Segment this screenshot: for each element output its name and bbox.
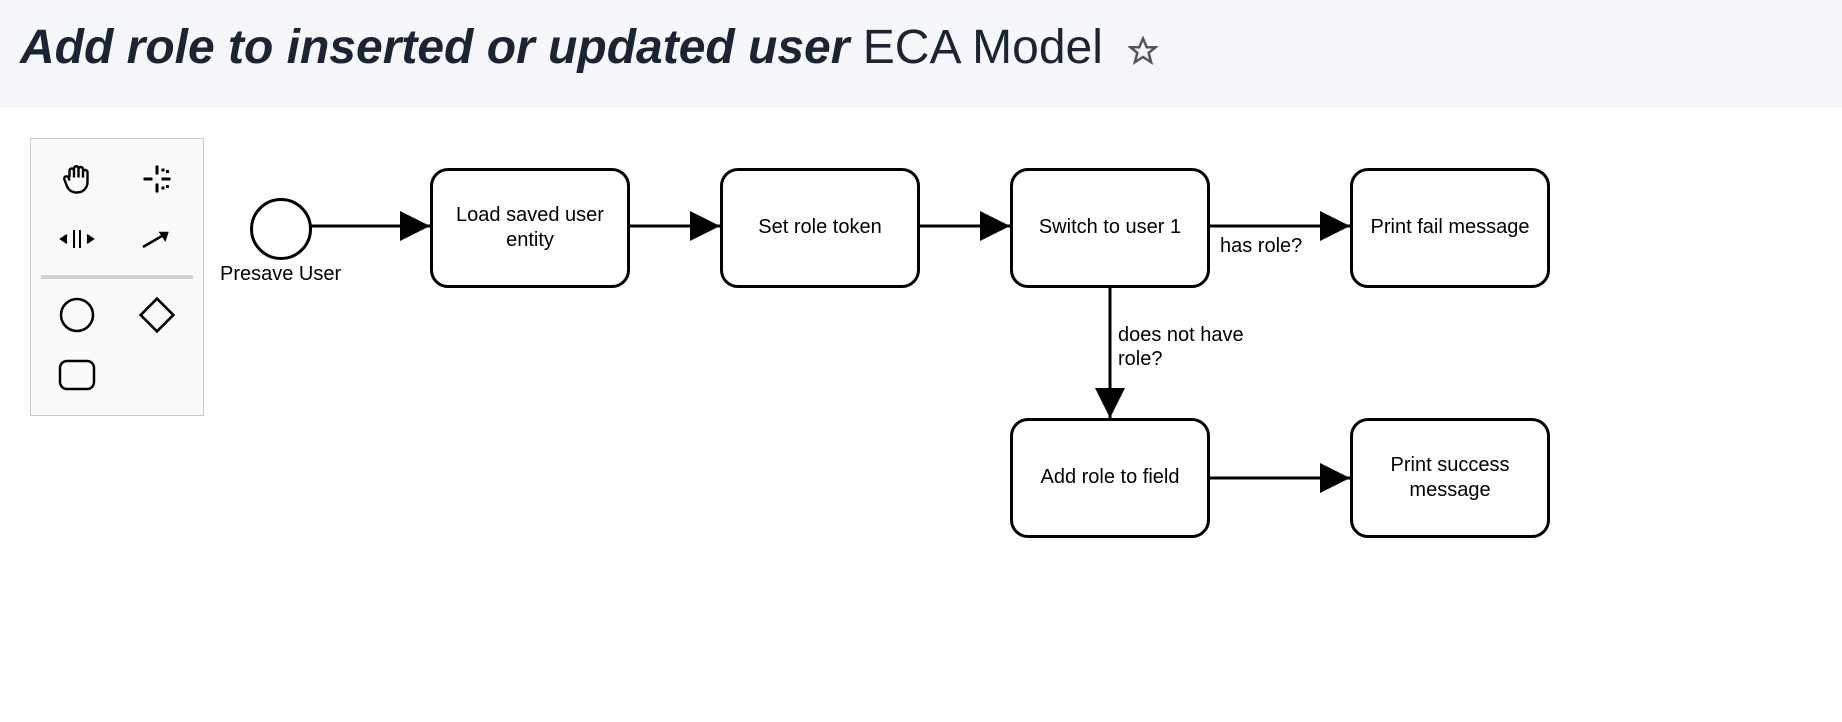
tool-palette: [30, 138, 204, 416]
node-set-role-token-label: Set role token: [758, 215, 881, 240]
title-italic-part: Add role to inserted or updated user: [20, 21, 849, 74]
hand-tool-icon[interactable]: [53, 155, 101, 203]
start-event-shape-icon[interactable]: [53, 291, 101, 339]
node-start-event-label: Presave User: [220, 263, 341, 286]
node-switch-user-label: Switch to user 1: [1039, 215, 1181, 240]
palette-divider: [41, 275, 193, 279]
node-load-saved-user[interactable]: Load saved user entity: [430, 168, 630, 288]
gateway-shape-icon[interactable]: [133, 291, 181, 339]
favorite-star-icon[interactable]: [1128, 23, 1158, 78]
page-title: Add role to inserted or updated user ECA…: [20, 20, 1812, 78]
palette-empty-slot: [133, 351, 181, 399]
node-print-fail-label: Print fail message: [1371, 215, 1530, 240]
page-root: Add role to inserted or updated user ECA…: [0, 0, 1842, 722]
page-header: Add role to inserted or updated user ECA…: [0, 0, 1842, 108]
node-print-success-label: Print success message: [1361, 453, 1539, 503]
title-plain-part: ECA Model: [863, 21, 1103, 74]
node-add-role-label: Add role to field: [1041, 465, 1180, 490]
node-add-role[interactable]: Add role to field: [1010, 418, 1210, 538]
node-print-fail[interactable]: Print fail message: [1350, 168, 1550, 288]
space-tool-icon[interactable]: [53, 215, 101, 263]
node-set-role-token[interactable]: Set role token: [720, 168, 920, 288]
node-print-success[interactable]: Print success message: [1350, 418, 1550, 538]
task-shape-icon[interactable]: [53, 351, 101, 399]
node-load-saved-user-label: Load saved user entity: [441, 203, 619, 253]
lasso-tool-icon[interactable]: [133, 155, 181, 203]
node-switch-user[interactable]: Switch to user 1: [1010, 168, 1210, 288]
bpmn-canvas[interactable]: Presave User Load saved user entity Set …: [0, 108, 1842, 708]
edge-label-not-have-role: does not have role?: [1118, 323, 1278, 371]
node-start-event[interactable]: [250, 198, 312, 260]
global-connect-icon[interactable]: [133, 215, 181, 263]
edge-label-has-role: has role?: [1220, 234, 1302, 258]
